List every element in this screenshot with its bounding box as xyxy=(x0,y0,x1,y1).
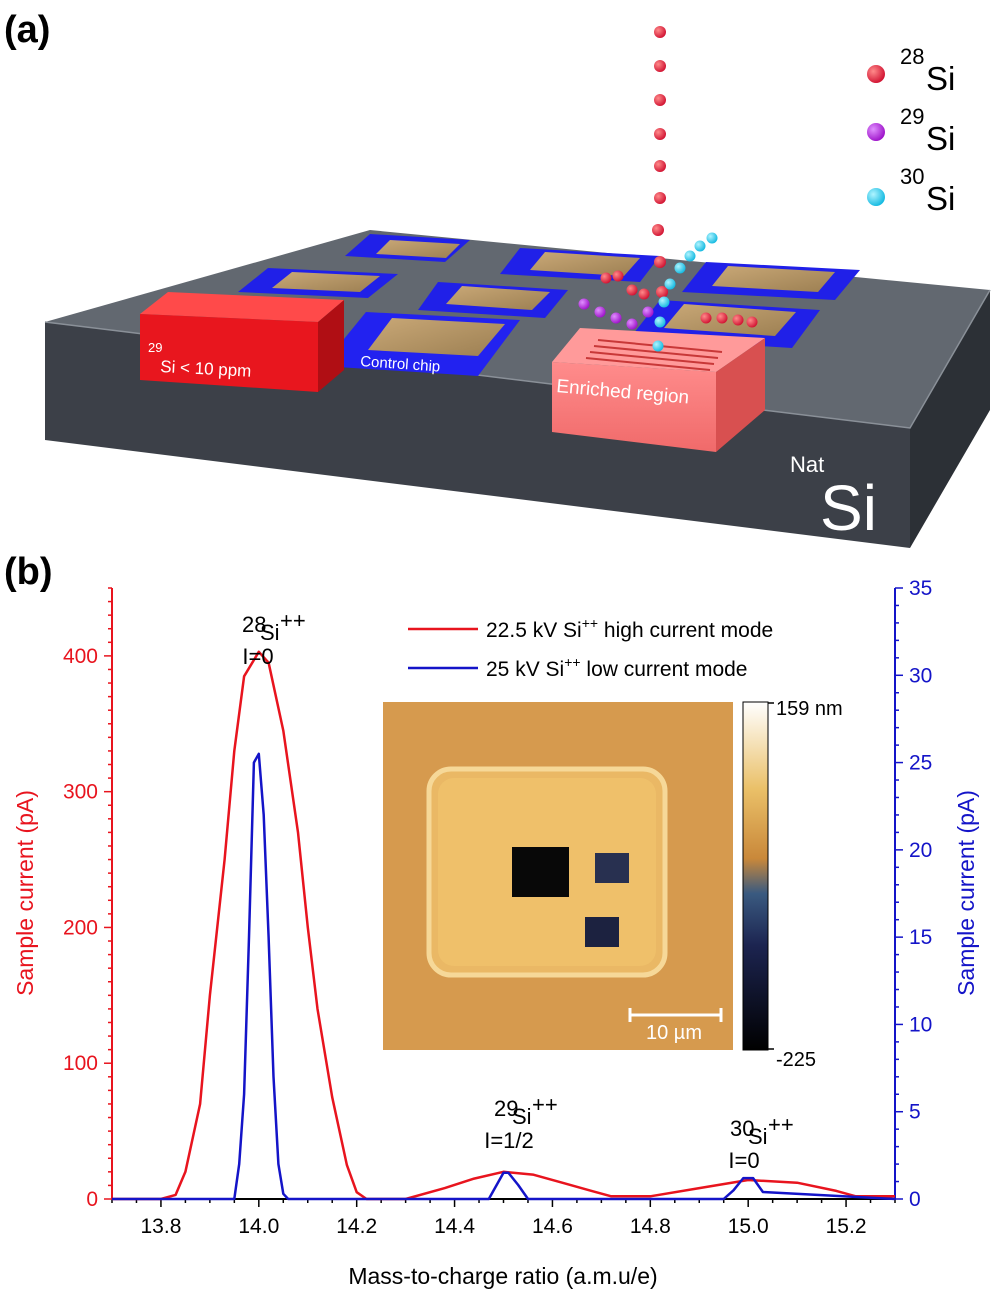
control-chip-label: Control chip xyxy=(360,353,441,376)
red-block-superscript: 29 xyxy=(148,340,162,355)
afm-small-etch-top xyxy=(595,853,629,883)
y-tick-label: 100 xyxy=(63,1052,98,1075)
legend-si28-mass: 28 xyxy=(900,44,924,69)
peak-label-si30-spin: I=0 xyxy=(728,1148,759,1173)
series-line-high-current xyxy=(112,650,895,1201)
ion-beam-atoms xyxy=(578,26,758,352)
y2-tick-label: 35 xyxy=(909,577,932,600)
legend-text-low-sup: ++ xyxy=(564,654,580,670)
legend-entry-low-current: 25 kV Si++ low current mode xyxy=(408,654,747,681)
afm-large-etch xyxy=(512,847,569,897)
chart-legend: 22.5 kV Si++ high current mode 25 kV Si+… xyxy=(408,615,773,681)
control-chip: Control chip xyxy=(322,312,520,376)
afm-small-etch-bottom xyxy=(585,917,619,947)
peak-label-si29: 29 Si ++ I=1/2 xyxy=(484,1092,557,1153)
legend-label-high-current: 22.5 kV Si++ high current mode xyxy=(486,615,773,642)
peak-label-si28-ion: Si xyxy=(260,620,280,645)
y2-tick-label: 20 xyxy=(909,839,932,862)
legend-si28: 28 Si xyxy=(867,44,955,97)
panel-b-label: (b) xyxy=(4,551,53,593)
legend-si30-element: Si xyxy=(926,180,955,217)
legend-text-low-main: 25 kV Si xyxy=(486,658,564,681)
peak-label-si28: 28 Si ++ I=0 xyxy=(242,608,306,669)
peak-label-si28-charge: ++ xyxy=(280,608,306,633)
peak-label-si29-charge: ++ xyxy=(532,1092,558,1117)
series-line-low-current xyxy=(112,752,896,1201)
y-tick-label: 300 xyxy=(63,781,98,804)
y2-tick-label: 0 xyxy=(909,1188,921,1211)
legend-si29-element: Si xyxy=(926,120,955,157)
peak-label-si29-mass: 29 xyxy=(494,1096,518,1121)
panel-a-illustration: (a) Control chip xyxy=(4,9,991,548)
y-tick-label: 400 xyxy=(63,645,98,668)
peak-label-si30-mass: 30 xyxy=(730,1116,754,1141)
legend-text-high-rest: high current mode xyxy=(598,619,773,642)
x-axis-ticks: 13.8 14.0 14.2 14.4 14.6 14.8 15.0 15.2 xyxy=(111,1199,896,1238)
left-y-axis-title: Sample current (pA) xyxy=(12,790,38,996)
afm-scale-bar-label: 10 µm xyxy=(646,1022,702,1044)
panel-b-chart: (b) 13.8 14.0 14.2 14.4 14.6 14.8 15.0 15.2 0 10… xyxy=(4,551,979,1289)
legend-si28-element: Si xyxy=(926,60,955,97)
legend-si30: 30 Si xyxy=(867,164,955,217)
peak-label-si30: 30 Si ++ I=0 xyxy=(728,1112,793,1173)
substrate-superscript: Nat xyxy=(790,452,824,477)
y-tick-label: 200 xyxy=(63,916,98,939)
series-layer xyxy=(112,650,896,1201)
x-tick-label: 14.2 xyxy=(336,1215,377,1238)
y2-tick-label: 5 xyxy=(909,1101,921,1124)
x-tick-label: 14.4 xyxy=(434,1215,475,1238)
y-tick-label: 0 xyxy=(86,1188,98,1211)
legend-text-low-rest: low current mode xyxy=(581,658,748,681)
panel-a-label: (a) xyxy=(4,9,50,51)
x-tick-label: 14.8 xyxy=(630,1215,671,1238)
afm-colorbar-min: -225 xyxy=(776,1049,816,1071)
x-tick-label: 15.0 xyxy=(728,1215,769,1238)
legend-text-high-main: 22.5 kV Si xyxy=(486,619,582,642)
afm-colorbar-ticks xyxy=(768,702,774,1050)
afm-inset: 10 µm 159 nm -225 xyxy=(383,698,843,1071)
enriched-region-block: Enriched region xyxy=(552,328,765,452)
y2-tick-label: 30 xyxy=(909,664,932,687)
y2-tick-label: 10 xyxy=(909,1013,932,1036)
red-block-label: Si < 10 ppm xyxy=(160,357,252,381)
legend-entry-high-current: 22.5 kV Si++ high current mode xyxy=(408,615,773,642)
left-y-axis-ticks: 0 100 200 300 400 xyxy=(63,587,112,1211)
legend-si29: 29 Si xyxy=(867,104,955,157)
peak-label-si29-ion: Si xyxy=(512,1104,532,1129)
legend-text-high-sup: ++ xyxy=(582,615,598,631)
peak-label-si28-mass: 28 xyxy=(242,612,266,637)
afm-scale-bar: 10 µm xyxy=(628,1008,723,1044)
y2-tick-label: 15 xyxy=(909,926,932,949)
x-tick-label: 15.2 xyxy=(826,1215,867,1238)
x-tick-label: 13.8 xyxy=(141,1215,182,1238)
peak-label-si29-spin: I=1/2 xyxy=(484,1128,534,1153)
peak-label-si30-charge: ++ xyxy=(768,1112,794,1137)
y2-tick-label: 25 xyxy=(909,752,932,775)
right-y-axis-ticks: 0 5 10 15 20 25 30 35 xyxy=(895,577,932,1211)
x-tick-label: 14.0 xyxy=(238,1215,279,1238)
isotope-legend: 28 Si 29 Si 30 Si xyxy=(867,44,955,217)
right-y-axis-title: Sample current (pA) xyxy=(953,790,979,996)
purified-si29-block: 29 Si < 10 ppm xyxy=(140,292,344,392)
peak-label-si30-ion: Si xyxy=(748,1124,768,1149)
substrate-label: Si xyxy=(820,472,877,544)
legend-si29-mass: 29 xyxy=(900,104,924,129)
x-axis-title: Mass-to-charge ratio (a.m.u/e) xyxy=(348,1263,657,1289)
x-tick-label: 14.6 xyxy=(532,1215,573,1238)
afm-colorbar xyxy=(742,701,769,1051)
afm-colorbar-max: 159 nm xyxy=(776,698,843,720)
legend-si30-mass: 30 xyxy=(900,164,924,189)
peak-label-si28-spin: I=0 xyxy=(242,644,273,669)
legend-label-low-current: 25 kV Si++ low current mode xyxy=(486,654,747,681)
